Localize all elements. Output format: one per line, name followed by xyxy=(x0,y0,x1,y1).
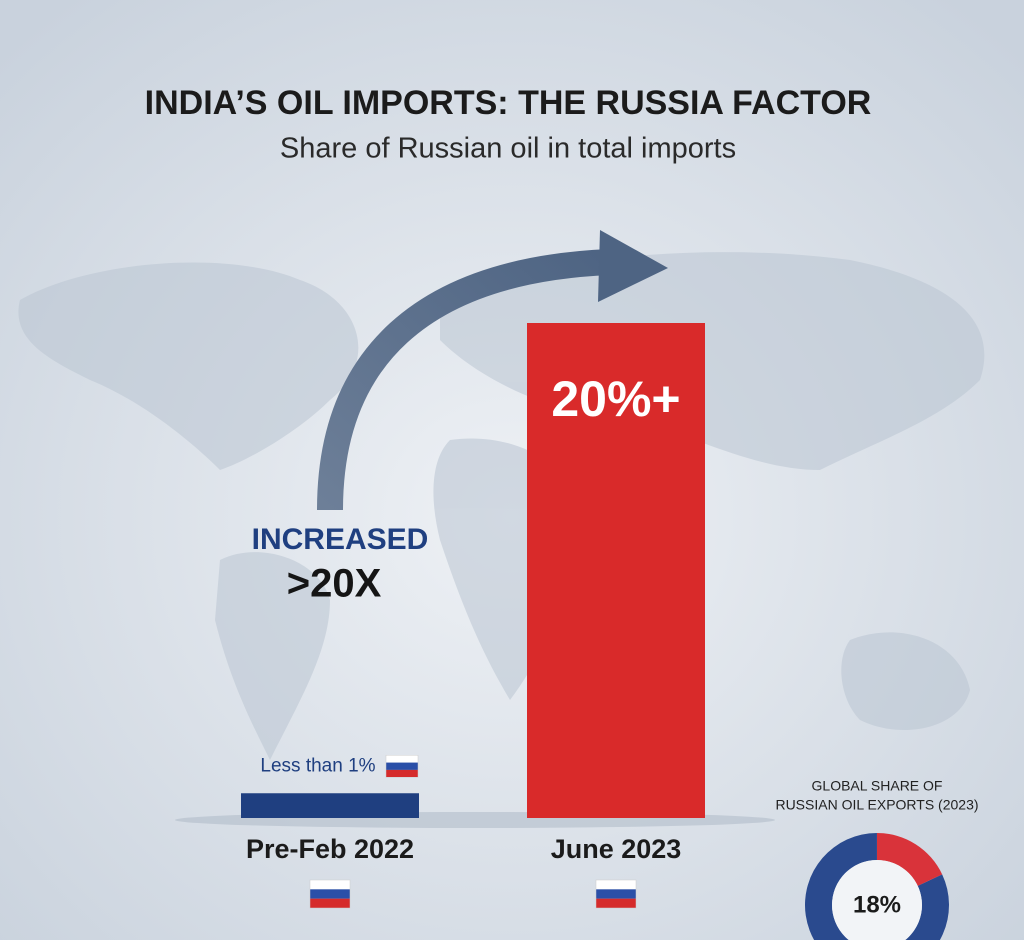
bar xyxy=(527,323,705,818)
annotation: INCREASED xyxy=(252,523,429,556)
annotation: >20X xyxy=(287,562,382,606)
donut-title: GLOBAL SHARE OF xyxy=(812,778,943,794)
flag-stripe xyxy=(386,755,418,763)
donut-hole xyxy=(832,860,922,940)
chart-subtitle: Share of Russian oil in total imports xyxy=(280,133,736,165)
bar xyxy=(241,793,419,818)
value-label: Less than 1% xyxy=(260,755,375,776)
donut-rest xyxy=(805,833,949,940)
russian-flag xyxy=(595,879,637,909)
flag-stripe xyxy=(596,898,636,908)
flag-stripe xyxy=(596,880,636,890)
x-tick-label: June 2023 xyxy=(551,834,682,864)
flag-stripe xyxy=(310,889,350,899)
donut-label: 18% xyxy=(853,891,901,918)
flag-border xyxy=(595,879,637,909)
chart-title: INDIA’S OIL IMPORTS: THE RUSSIA FACTOR xyxy=(145,84,872,122)
value-label: 20%+ xyxy=(551,371,680,427)
flag-stripe xyxy=(386,769,418,778)
flag-stripe xyxy=(310,880,350,890)
donut-slice xyxy=(877,833,943,886)
trend-arrow xyxy=(317,249,611,511)
trend-arrowhead xyxy=(598,230,668,302)
flag-border xyxy=(309,879,351,909)
flag-border xyxy=(385,755,419,778)
x-tick-label: Pre-Feb 2022 xyxy=(246,834,414,864)
world-map xyxy=(18,252,985,760)
russian-flag xyxy=(385,755,419,778)
russian-flag xyxy=(309,879,351,909)
donut-title: RUSSIAN OIL EXPORTS (2023) xyxy=(775,797,978,813)
flag-stripe xyxy=(596,889,636,899)
flag-stripe xyxy=(386,762,418,770)
flag-stripe xyxy=(310,898,350,908)
